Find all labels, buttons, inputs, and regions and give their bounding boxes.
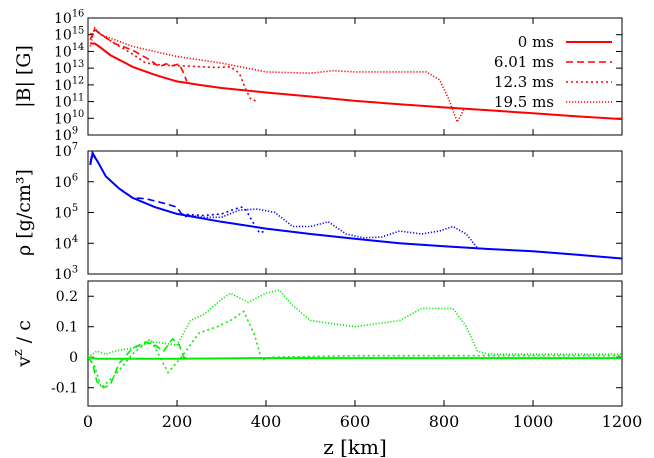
x-tick-label: 600 xyxy=(340,412,371,431)
y-axis-label-density: ρ [g/cm³] xyxy=(13,169,35,256)
series-line-density xyxy=(89,151,479,249)
y-tick-label: 104 xyxy=(54,234,78,252)
y-tick-label: 105 xyxy=(54,203,78,221)
y-tick-label: 107 xyxy=(54,142,78,160)
y-tick-label: 0.2 xyxy=(56,289,78,305)
y-tick-label: 1012 xyxy=(54,76,84,94)
y-tick-label: 0.1 xyxy=(56,320,78,336)
y-tick-label: 1016 xyxy=(54,9,84,27)
y-tick-label: 1015 xyxy=(54,25,84,43)
y-tick-label: 109 xyxy=(54,126,78,144)
x-tick-label: 1000 xyxy=(513,412,554,431)
y-tick-label: 1014 xyxy=(54,42,84,60)
series-line-density xyxy=(89,151,267,234)
legend-label: 19.5 ms xyxy=(494,93,554,111)
legend-label: 6.01 ms xyxy=(494,53,554,71)
series-line-magnetic-field xyxy=(89,26,465,124)
series-line-velocity xyxy=(88,356,622,360)
series-line-magnetic-field xyxy=(90,42,622,121)
series-line-velocity xyxy=(88,289,622,358)
panel-density: 103 104 105 106 107 ρ [g/cm³] xyxy=(13,142,623,283)
y-tick-label: 106 xyxy=(54,172,78,190)
plot-frame-density xyxy=(87,150,623,275)
x-tick-label: 400 xyxy=(251,412,282,431)
x-tick-label: 800 xyxy=(429,412,460,431)
x-tick-label: 200 xyxy=(162,412,193,431)
legend-label: 0 ms xyxy=(518,33,554,51)
x-axis-label: z [km] xyxy=(323,435,387,458)
y-axis-label-magnetic-field: |B| [G] xyxy=(13,45,35,108)
y-tick-label: -0.1 xyxy=(51,381,78,397)
legend-label: 12.3 ms xyxy=(494,73,554,91)
series-line-velocity xyxy=(88,337,195,389)
series-line-velocity xyxy=(88,310,622,390)
y-tick-label: 1011 xyxy=(54,92,84,110)
series-line-density xyxy=(89,151,622,260)
y-tick-label: 103 xyxy=(54,265,78,283)
y-tick-label: 1010 xyxy=(54,109,84,127)
y-tick-label: 1013 xyxy=(54,59,84,77)
panel-velocity: -0.1 0 0.1 0.2 vz / c 0 200 400 600 800 1000 1200 xyxy=(11,280,643,431)
series-line-density xyxy=(89,151,196,219)
x-tick-label: 1200 xyxy=(602,412,643,431)
y-axis-label-velocity: vz / c xyxy=(11,320,35,368)
x-tick-label: 0 xyxy=(83,412,93,431)
y-tick-label: 0 xyxy=(69,350,78,366)
